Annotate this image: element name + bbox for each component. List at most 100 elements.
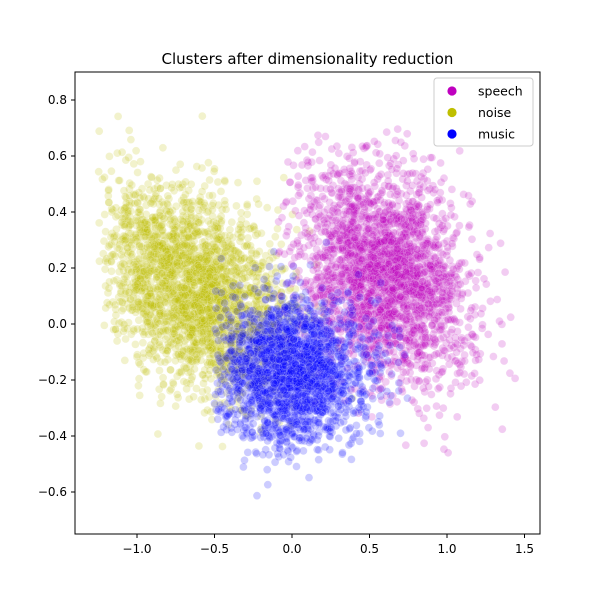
point-noise — [98, 175, 107, 184]
point-noise — [227, 218, 237, 227]
point-noise — [121, 155, 131, 165]
point-noise — [185, 274, 195, 283]
point-speech — [453, 412, 462, 422]
point-speech — [300, 142, 309, 151]
point-noise — [159, 200, 169, 209]
point-noise — [238, 291, 248, 300]
point-noise — [184, 250, 194, 259]
point-noise — [185, 257, 194, 266]
point-noise — [254, 199, 263, 209]
point-noise — [141, 219, 150, 228]
point-noise — [143, 291, 153, 301]
point-noise — [123, 324, 132, 333]
point-speech — [476, 309, 486, 318]
point-speech — [319, 215, 329, 225]
point-speech — [370, 182, 379, 191]
point-noise — [200, 408, 209, 417]
point-noise — [279, 373, 288, 383]
point-speech — [318, 192, 327, 201]
point-noise — [221, 264, 230, 273]
point-noise — [176, 242, 186, 252]
point-noise — [236, 208, 246, 218]
point-noise — [133, 208, 143, 217]
point-noise — [161, 345, 171, 355]
point-speech — [285, 247, 294, 256]
point-noise — [120, 356, 130, 365]
point-speech — [414, 201, 424, 210]
point-noise — [100, 321, 109, 330]
point-noise — [206, 288, 215, 298]
point-noise — [148, 213, 157, 222]
point-noise — [143, 317, 152, 327]
point-noise — [273, 224, 282, 233]
point-noise — [127, 306, 136, 315]
point-noise — [182, 364, 191, 373]
point-noise — [242, 263, 252, 272]
point-speech — [334, 149, 343, 158]
point-speech — [375, 149, 384, 159]
point-noise — [198, 290, 207, 299]
point-noise — [228, 282, 237, 291]
point-noise — [169, 379, 178, 389]
point-speech — [419, 439, 429, 448]
point-noise — [157, 268, 167, 278]
point-noise — [230, 343, 239, 352]
point-noise — [140, 232, 150, 242]
point-noise — [229, 255, 238, 265]
point-noise — [265, 294, 274, 303]
point-noise — [162, 199, 172, 209]
point-noise — [263, 203, 272, 212]
point-noise — [155, 173, 164, 183]
point-noise — [217, 299, 226, 308]
point-noise — [220, 200, 230, 209]
point-noise — [202, 240, 211, 249]
point-noise — [200, 394, 210, 404]
point-speech — [446, 210, 456, 220]
point-noise — [168, 180, 177, 189]
point-noise — [177, 237, 187, 246]
point-noise — [158, 257, 167, 267]
point-noise — [120, 236, 130, 245]
point-noise — [173, 311, 183, 320]
point-noise — [182, 308, 192, 317]
point-noise — [177, 293, 187, 302]
point-noise — [218, 355, 227, 364]
point-noise — [142, 266, 151, 276]
point-noise — [219, 293, 229, 303]
point-noise — [188, 255, 197, 264]
point-noise — [178, 180, 188, 189]
point-speech — [427, 153, 437, 162]
point-noise — [146, 300, 156, 309]
point-noise — [219, 292, 228, 302]
point-speech — [458, 289, 467, 298]
point-speech — [462, 378, 471, 387]
point-speech — [294, 211, 304, 220]
point-noise — [185, 324, 194, 333]
point-noise — [212, 250, 221, 259]
point-noise — [185, 332, 195, 342]
point-speech — [334, 193, 343, 202]
point-speech — [345, 187, 354, 196]
point-noise — [112, 275, 121, 285]
point-noise — [230, 353, 239, 362]
point-noise — [161, 250, 170, 260]
point-speech — [467, 235, 477, 244]
point-noise — [237, 299, 246, 308]
point-noise — [152, 353, 162, 363]
point-speech — [346, 220, 355, 229]
point-speech — [409, 149, 418, 159]
point-speech — [381, 377, 390, 387]
point-noise — [169, 277, 179, 287]
point-noise — [133, 294, 142, 303]
point-speech — [471, 276, 480, 285]
point-speech — [403, 129, 412, 139]
point-noise — [142, 228, 151, 237]
point-speech — [464, 191, 473, 200]
point-noise — [217, 336, 226, 346]
point-noise — [154, 319, 164, 328]
point-noise — [147, 266, 156, 276]
point-noise — [161, 292, 170, 301]
point-noise — [160, 258, 169, 267]
point-speech — [498, 425, 507, 434]
point-speech — [320, 207, 329, 217]
